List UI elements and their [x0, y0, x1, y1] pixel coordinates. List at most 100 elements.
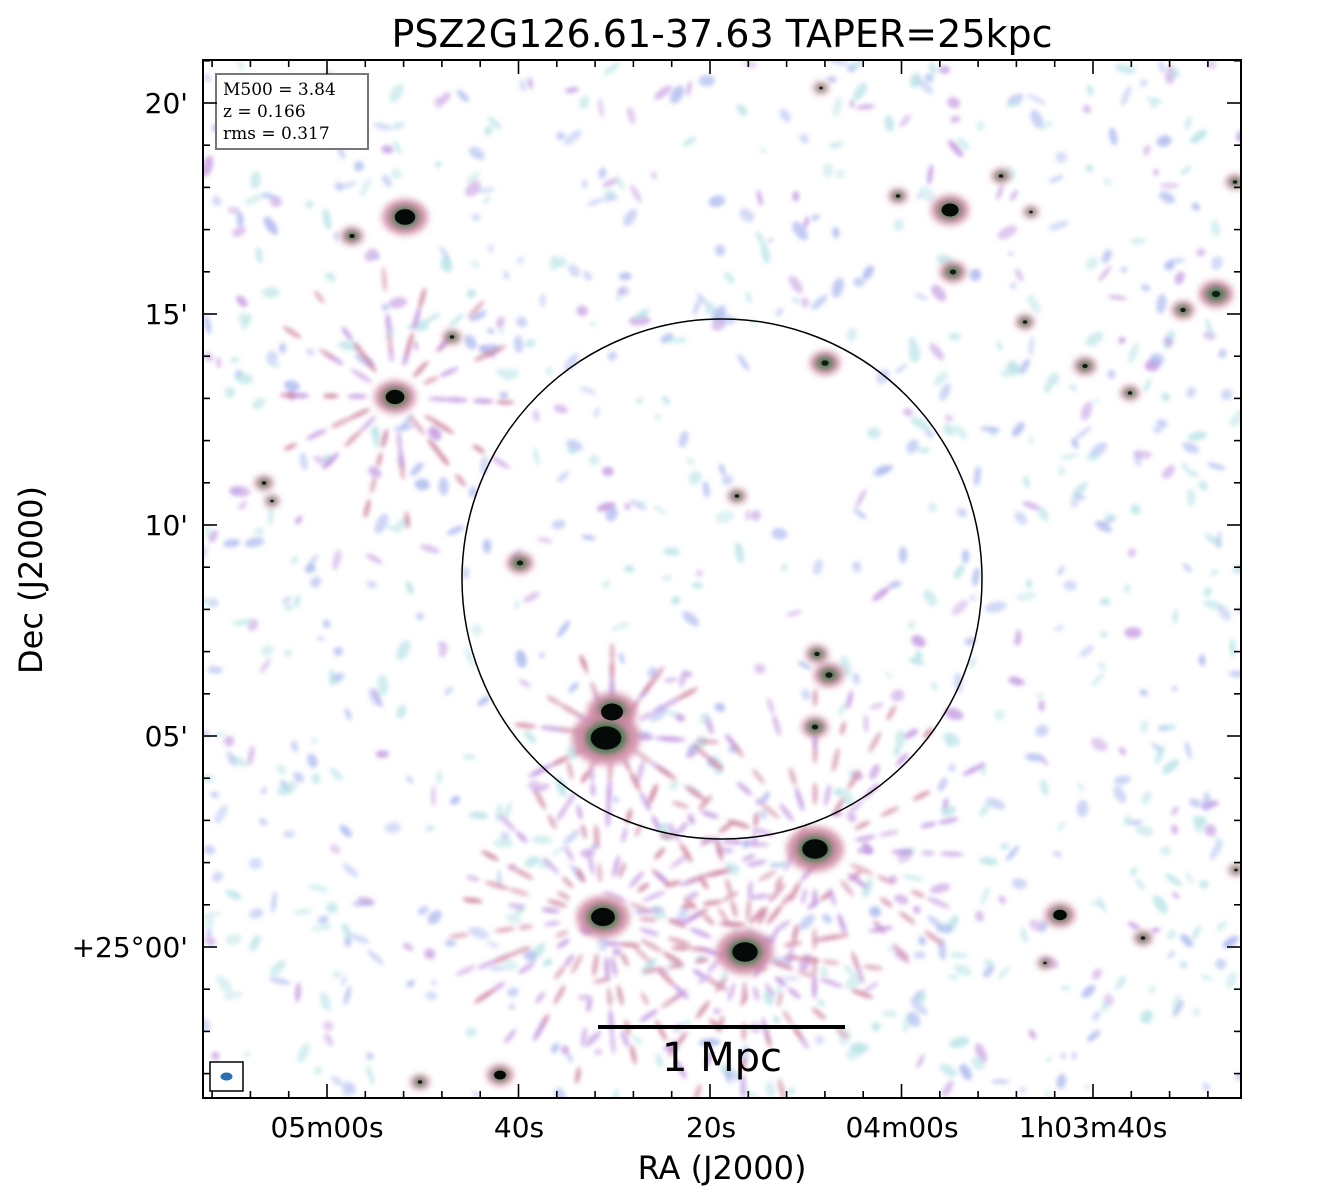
noise-blob — [1014, 268, 1024, 282]
noise-blob — [843, 964, 856, 977]
x-tick-label-40s: 40s — [494, 1111, 544, 1144]
sidelobe-streak — [472, 444, 485, 454]
sidelobe-streak — [702, 914, 715, 926]
noise-blob — [894, 729, 907, 748]
noise-blob — [261, 786, 267, 795]
noise-blob — [835, 169, 845, 179]
noise-blob — [673, 337, 688, 343]
noise-blob — [1039, 120, 1054, 130]
sidelobe-streak — [576, 867, 586, 883]
source-core — [998, 174, 1004, 178]
noise-blob — [1179, 960, 1188, 970]
noise-blob — [714, 702, 726, 713]
sidelobe-streak — [684, 785, 706, 801]
noise-blob — [563, 829, 581, 845]
noise-background — [203, 60, 1241, 1098]
sidelobe-streak — [283, 442, 298, 451]
noise-blob — [343, 985, 352, 1005]
noise-blob — [947, 97, 961, 109]
noise-blob — [214, 804, 228, 824]
noise-blob — [1103, 177, 1113, 186]
sidelobe-streak — [746, 859, 767, 867]
noise-blob — [1185, 468, 1199, 478]
noise-blob — [872, 586, 891, 602]
sidelobe-streak — [566, 760, 574, 780]
sidelobe-streak — [593, 824, 600, 849]
noise-blob — [1161, 392, 1170, 402]
noise-blob — [678, 669, 687, 688]
noise-blob — [1210, 219, 1221, 237]
noise-blob — [204, 936, 216, 946]
noise-blob — [271, 362, 281, 369]
sidelobe-streak — [740, 1057, 747, 1072]
noise-blob — [902, 408, 914, 417]
source-core — [1029, 210, 1033, 214]
sidelobe-streak — [547, 899, 568, 908]
noise-blob — [1130, 237, 1146, 245]
noise-blob — [1052, 851, 1063, 858]
noise-blob — [852, 672, 861, 685]
noise-blob — [817, 999, 825, 1007]
noise-blob — [754, 663, 766, 674]
noise-blob — [1058, 466, 1065, 476]
sidelobe-streak — [797, 969, 817, 979]
noise-blob — [618, 652, 625, 665]
noise-blob — [919, 186, 936, 202]
noise-blob — [523, 730, 537, 744]
noise-blob — [638, 500, 646, 506]
noise-blob — [755, 798, 763, 806]
noise-blob — [853, 277, 865, 288]
sidelobe-streak — [672, 983, 689, 1000]
noise-blob — [846, 327, 857, 342]
noise-blob — [1196, 248, 1206, 257]
noise-blob — [277, 781, 297, 796]
noise-blob — [602, 195, 619, 202]
sidelobe-streak — [610, 1030, 616, 1055]
noise-blob — [208, 529, 218, 543]
noise-blob — [553, 404, 568, 414]
noise-blob — [305, 564, 316, 574]
noise-blob — [579, 386, 597, 395]
sidelobe-streak — [353, 342, 366, 358]
noise-blob — [928, 61, 935, 72]
noise-blob — [1159, 182, 1180, 189]
noise-blob — [515, 649, 527, 668]
noise-blob — [290, 555, 299, 564]
noise-blob — [593, 406, 600, 419]
sidelobe-streak — [833, 798, 844, 816]
noise-blob — [953, 424, 968, 440]
noise-blob — [788, 1087, 795, 1095]
noise-blob — [942, 1080, 954, 1097]
noise-blob — [1202, 1082, 1210, 1092]
noise-blob — [1130, 866, 1138, 877]
sidelobe-streak — [570, 953, 583, 974]
source-core — [895, 194, 901, 198]
noise-blob — [427, 910, 442, 925]
noise-blob — [916, 1054, 925, 1069]
noise-blob — [331, 1076, 344, 1087]
noise-blob — [216, 975, 233, 994]
sidelobe-streak — [875, 922, 886, 935]
noise-blob — [888, 580, 902, 589]
noise-blob — [655, 1053, 663, 1068]
noise-blob — [741, 1089, 760, 1098]
noise-blob — [675, 713, 686, 722]
noise-blob — [376, 674, 389, 696]
noise-blob — [997, 965, 1011, 980]
noise-blob — [1085, 164, 1094, 172]
sidelobe-streak — [633, 749, 654, 765]
sidelobe-streak — [396, 430, 403, 452]
sidelobe-streak — [920, 821, 937, 829]
noise-blob — [585, 1030, 602, 1047]
noise-blob — [702, 481, 710, 498]
noise-blob — [1134, 450, 1152, 459]
noise-blob — [1007, 360, 1020, 376]
noise-blob — [329, 844, 341, 854]
noise-blob — [948, 332, 961, 342]
noise-blob — [1086, 84, 1094, 97]
noise-blob — [1172, 609, 1178, 625]
sidelobe-streak — [664, 880, 682, 888]
sidelobe-streak — [912, 790, 931, 801]
noise-blob — [1228, 670, 1241, 678]
noise-blob — [1028, 336, 1034, 356]
